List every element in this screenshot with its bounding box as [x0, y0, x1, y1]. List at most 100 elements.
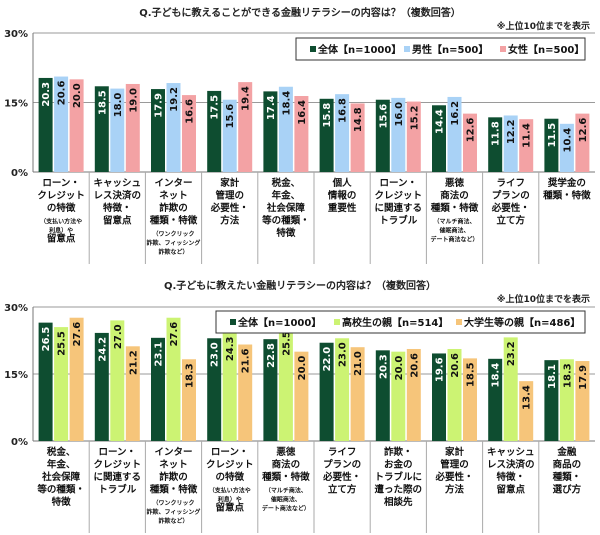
bar	[207, 338, 222, 441]
x-tick-label-line: 留意点	[215, 502, 244, 514]
bar	[294, 96, 309, 172]
x-tick-label-line: トラブル	[98, 484, 137, 496]
x-tick-label-line: 詐欺など）	[158, 248, 188, 256]
x-tick-label-line: の特徴	[215, 471, 244, 483]
data-label: 18.0	[113, 93, 124, 118]
x-tick-label-line: レス決済の	[94, 190, 142, 202]
chart-note: ※上位10位までを表示	[497, 20, 590, 32]
x-tick-label-line: 必要性・	[434, 471, 473, 483]
x-tick-label-line: 悪徳	[276, 446, 296, 458]
bar	[263, 339, 278, 441]
x-tick-label-line: ネット	[159, 460, 188, 471]
bar	[544, 360, 559, 441]
bar	[278, 86, 293, 172]
x-tick-label-line: インター	[154, 177, 192, 189]
legend-label: 全体【n=1000】	[317, 43, 401, 56]
x-tick-label-line: 詐欺、フィッシング	[147, 508, 201, 516]
x-tick-label: 個人情報の重要性	[327, 177, 357, 214]
bar	[69, 79, 84, 172]
data-label: 17.9	[578, 365, 589, 390]
chart-title: Q.子どもに教えることができる金融リテラシーの内容は？（複数回答）	[139, 6, 461, 19]
legend-box	[215, 310, 586, 334]
data-label: 15.8	[322, 103, 333, 128]
x-tick-label-line: レス決済の	[487, 459, 535, 471]
x-tick-label-line: の特徴	[47, 202, 76, 214]
x-tick-label-line: 詐欺・	[384, 446, 413, 458]
bar	[207, 90, 222, 172]
bar	[447, 348, 462, 441]
x-tick-label-line: ネット	[159, 191, 188, 202]
data-label: 19.2	[169, 87, 180, 112]
bar	[166, 317, 181, 441]
bar	[222, 332, 237, 441]
x-tick-label-line: 詐欺の	[159, 471, 188, 483]
data-label: 20.3	[41, 82, 52, 107]
bar	[182, 95, 196, 172]
data-label: 11.4	[522, 123, 533, 148]
data-label: 15.6	[225, 104, 236, 129]
bar	[110, 88, 125, 172]
x-tick-label-line: プランの	[323, 459, 361, 471]
x-tick-label-line: 商品の	[553, 459, 582, 471]
legend-label: 全体【n=1000】	[237, 316, 321, 329]
x-tick-label-line: インター	[154, 446, 192, 458]
data-label: 22.0	[322, 347, 333, 372]
legend-swatch	[404, 46, 410, 52]
data-label: 24.2	[97, 337, 108, 362]
x-tick-label-line: に関連する	[375, 202, 423, 214]
x-tick-label-line: デート商法など）	[262, 505, 310, 513]
bar	[432, 353, 446, 441]
x-tick-label: キャッシュレス決済の特徴・留意点	[94, 178, 142, 227]
x-tick-label: ローン・クレジットに関連するトラブル	[94, 447, 142, 496]
bar	[544, 118, 559, 172]
x-tick-label-line: 特徴・	[496, 471, 525, 483]
x-tick-label: ローン・クレジットの特徴 （支払い方法や利息）や留意点	[37, 178, 85, 245]
x-tick-label-line: 留意点	[103, 215, 132, 227]
x-tick-label: 奨学金の種類・特徴	[543, 177, 591, 202]
x-tick-label-line: 管理の	[440, 459, 469, 471]
x-tick-label: 税金、年金、社会保障等の種類・特徴	[261, 177, 310, 239]
bar	[110, 320, 125, 441]
x-tick-label-line: 情報の	[327, 190, 357, 202]
bar	[319, 98, 334, 172]
x-tick-label-line: 税金、	[272, 177, 301, 189]
x-tick-label-line: トラブルに	[375, 471, 423, 483]
chart-title: Q.子どもに教えたい金融リテラシーの内容は？（複数回答）	[164, 279, 436, 292]
bar	[125, 346, 140, 441]
bar	[391, 97, 406, 172]
data-label: 16.4	[297, 100, 308, 125]
x-tick-label-line: ローン・	[211, 447, 249, 458]
x-tick-label: 金融商品の種類・選び方	[553, 446, 582, 496]
x-tick-label: 悪徳商法の種類・特徴 （マルチ商法、催眠商法、デート商法など）	[430, 177, 478, 244]
x-tick-label-line: ライフ	[328, 447, 357, 458]
x-tick-label-line: 方法	[445, 484, 465, 496]
data-label: 20.6	[450, 353, 461, 378]
x-tick-label-line: 必要性・	[491, 202, 530, 214]
legend-swatch	[500, 46, 506, 52]
x-tick-label-line: 遭った際の	[375, 484, 423, 496]
x-tick-label: キャッシュレス決済の特徴・留意点	[487, 447, 535, 496]
bar	[575, 361, 590, 441]
x-tick-label-line: ローン・	[99, 447, 137, 458]
x-tick-label-line: 特徴	[276, 227, 296, 239]
data-label: 14.8	[353, 107, 364, 132]
x-tick-label-line: 商法の	[440, 190, 469, 202]
bar	[278, 327, 293, 441]
bar	[335, 94, 350, 172]
x-tick-label-line: に関連する	[94, 471, 142, 483]
x-tick-label-line: 利息）や	[48, 227, 73, 235]
chart-2: Q.子どもに教えたい金融リテラシーの内容は？（複数回答） ※上位10位までを表示 0…	[4, 279, 595, 533]
legend-label: 男性【n=500】	[412, 43, 488, 56]
data-label: 20.3	[378, 354, 389, 379]
x-tick-label-line: 詐欺、フィッシング	[147, 239, 201, 247]
bar	[488, 358, 503, 441]
data-label: 19.4	[241, 86, 252, 111]
data-label: 17.5	[210, 95, 221, 120]
legend-label: 高校生の親【n=514】	[342, 316, 448, 329]
x-tick-label-line: 立て方	[496, 215, 525, 227]
legend: 全体【n=1000】 高校生の親【n=514】 大学生等の親【n=486】	[215, 310, 586, 334]
x-tick-label: 家計管理の必要性・方法	[434, 446, 473, 496]
x-tick-label-line: 催眠商法、	[439, 227, 469, 235]
x-tick-label-line: 社会保障	[266, 202, 306, 214]
x-tick-label-line: 金融	[556, 446, 577, 458]
